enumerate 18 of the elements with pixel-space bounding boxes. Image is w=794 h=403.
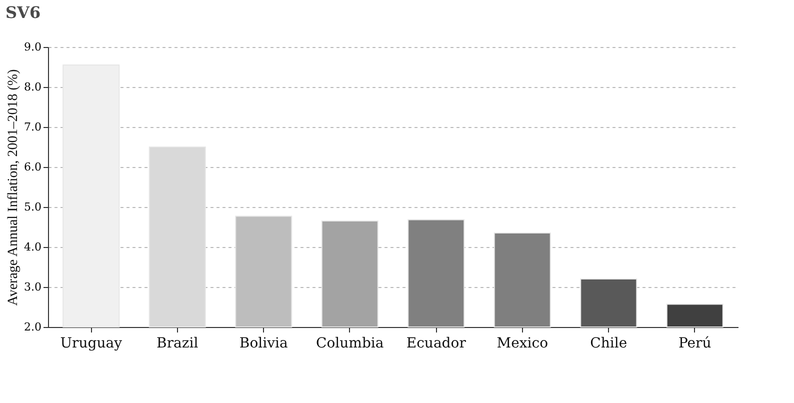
x-tick-label: Brazil xyxy=(156,336,199,352)
y-tick-label: 3.0 xyxy=(24,280,42,294)
y-tick-label: 7.0 xyxy=(24,120,42,134)
y-tick-label: 2.0 xyxy=(24,320,42,334)
y-tick-label: 9.0 xyxy=(24,40,42,54)
y-axis-title: Average Annual Inflation, 2001–2018 (%) xyxy=(6,68,22,306)
x-tick-label: Chile xyxy=(590,336,628,352)
x-tick-label: Bolivia xyxy=(239,336,288,352)
x-tick-label: Columbia xyxy=(316,336,384,352)
y-tick-label: 6.0 xyxy=(24,160,42,174)
x-tick-label: Mexico xyxy=(496,336,548,352)
x-tick-label: Perú xyxy=(678,336,712,352)
y-tick-label: 8.0 xyxy=(24,80,42,94)
y-tick-label: 4.0 xyxy=(24,240,42,254)
y-tick-label: 5.0 xyxy=(24,200,42,214)
x-tick-label: Ecuador xyxy=(406,336,466,352)
chart-title: SV6 xyxy=(6,3,41,22)
x-tick-label: Uruguay xyxy=(60,336,122,352)
